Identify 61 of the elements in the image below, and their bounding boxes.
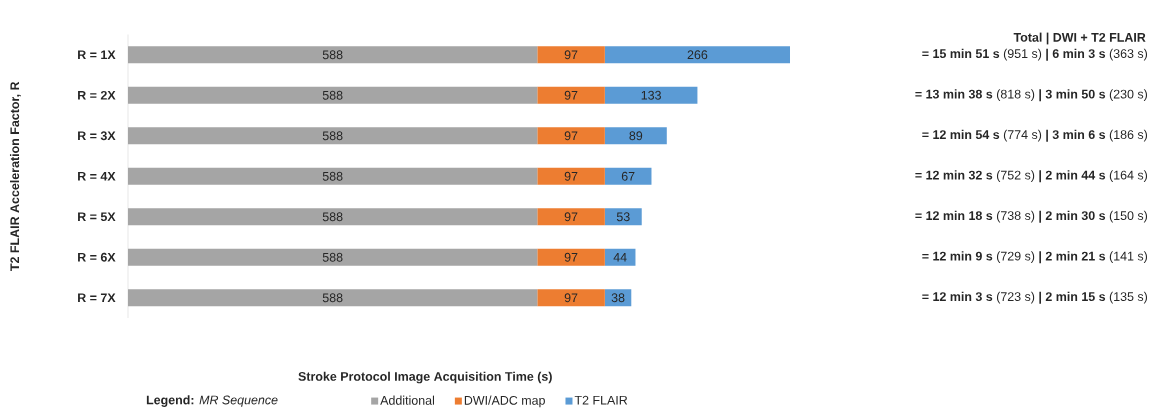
bar	[128, 208, 538, 226]
data-label: 588	[322, 171, 343, 181]
text: = 12 min 18 s (738 s) | 2 min 30 s (150 s)	[915, 210, 1148, 223]
data-label: 97	[564, 212, 578, 222]
text: = 12 min 3 s (723 s) | 2 min 15 s (135 s)	[922, 291, 1148, 304]
text: = 13 min 38 s (818 s) | 3 min 50 s (230 s)	[915, 89, 1148, 102]
bar	[128, 127, 538, 145]
bar	[537, 127, 605, 145]
data-label: 266	[687, 50, 708, 60]
data-label: 97	[564, 131, 578, 141]
y-axis-title: T2 FLAIR Acceleration Factor, R	[9, 81, 21, 271]
bar	[604, 46, 790, 64]
bar	[537, 46, 605, 64]
text: = 15 min 51 s (951 s) | 6 min 3 s (363 s)	[922, 48, 1148, 61]
data-label: 588	[322, 90, 343, 100]
text: Total | DWI + T2 FLAIR	[1013, 32, 1146, 45]
x-axis-title: Stroke Protocol Image Acquisition Time (s)	[298, 371, 552, 384]
y-tick-label: R = 1X	[78, 50, 116, 60]
text: = 12 min 32 s (752 s) | 2 min 44 s (164 s)	[915, 170, 1148, 183]
data-label: 97	[564, 50, 578, 60]
y-tick-label: R = 2X	[78, 90, 116, 100]
data-label: 97	[564, 252, 578, 262]
data-label: 44	[613, 252, 627, 262]
data-label: 89	[629, 131, 643, 141]
y-tick-label: R = 7X	[78, 293, 116, 303]
legend-label: DWI/ADC map	[464, 395, 545, 408]
bar	[128, 289, 538, 307]
bar	[537, 86, 605, 104]
bar	[604, 208, 642, 226]
bar	[128, 46, 538, 64]
bar	[537, 167, 605, 185]
bar	[537, 248, 605, 266]
data-label: 588	[322, 131, 343, 141]
bar	[128, 167, 538, 185]
data-label: 97	[564, 293, 578, 303]
data-label: 97	[564, 171, 578, 181]
bar	[537, 208, 605, 226]
legend-label: Additional	[380, 395, 435, 405]
bar	[604, 86, 698, 104]
bar	[128, 248, 538, 266]
data-label: 588	[322, 50, 343, 60]
data-label: 588	[322, 252, 343, 262]
bar	[537, 289, 605, 307]
data-label: 67	[621, 171, 635, 181]
text: = 12 min 9 s (729 s) | 2 min 21 s (141 s)	[922, 251, 1148, 264]
data-label: 133	[641, 90, 661, 100]
y-tick-label: R = 6X	[78, 252, 116, 262]
data-label: 53	[616, 212, 630, 222]
y-tick-label: R = 5X	[78, 212, 116, 222]
legend-title: Legend: MR Sequence	[146, 395, 278, 407]
legend-label: T2 FLAIR	[574, 395, 628, 405]
data-label: 38	[611, 293, 625, 303]
bar	[604, 127, 667, 145]
y-tick-label: R = 3X	[78, 131, 116, 141]
y-tick-label: R = 4X	[78, 171, 116, 181]
bar	[128, 86, 538, 104]
data-label: 97	[564, 90, 578, 100]
bar	[604, 167, 652, 185]
data-label: 588	[322, 212, 343, 222]
text: = 12 min 54 s (774 s) | 3 min 6 s (186 s)	[922, 129, 1148, 142]
data-label: 588	[322, 293, 343, 303]
